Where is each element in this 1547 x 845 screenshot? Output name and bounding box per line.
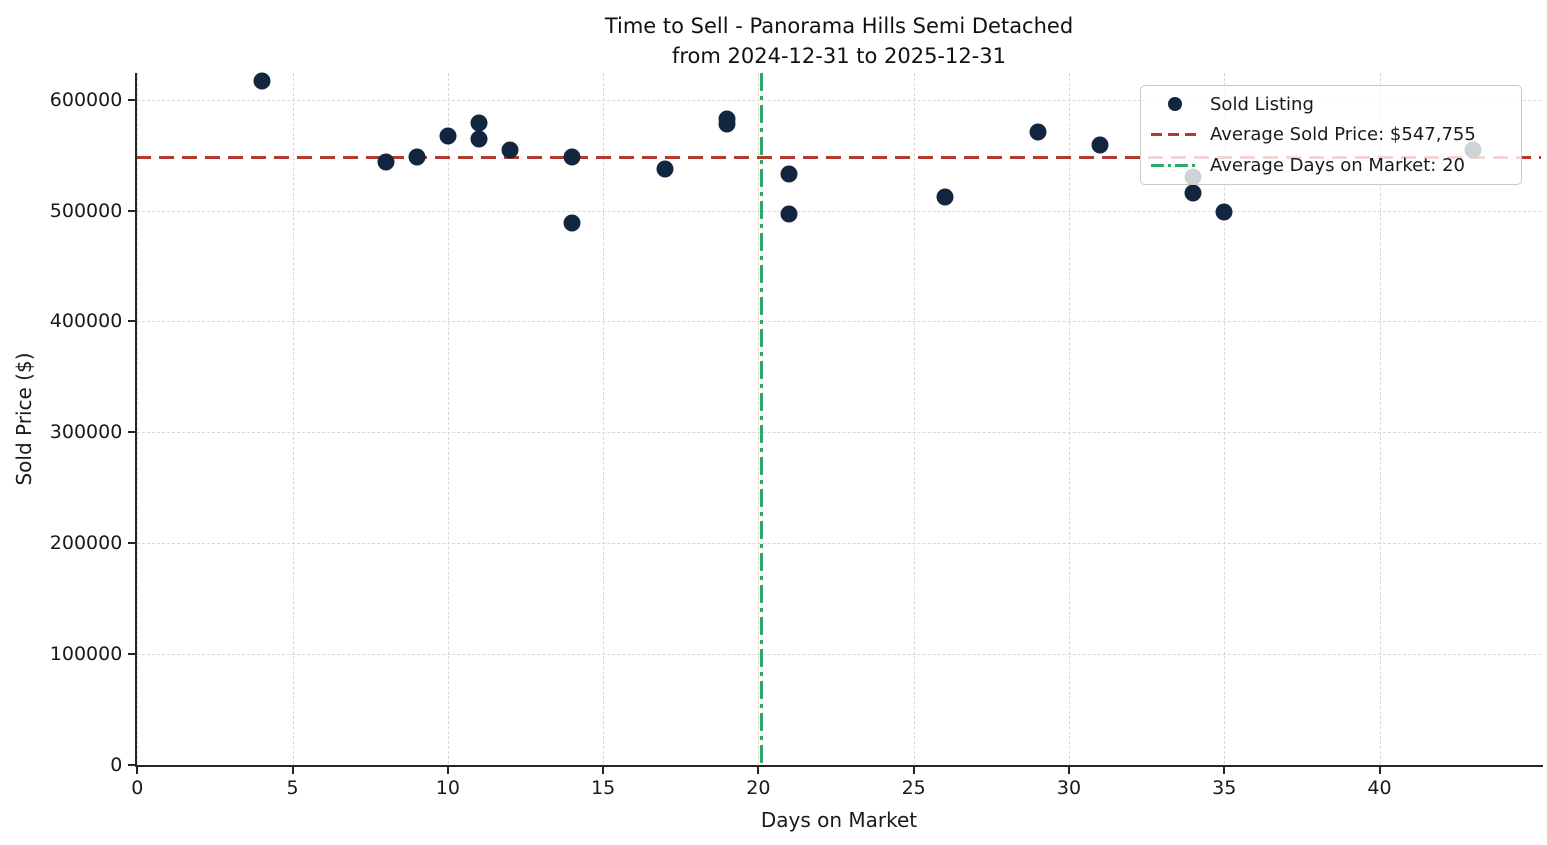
data-point bbox=[470, 130, 488, 148]
data-point bbox=[563, 148, 581, 166]
y-axis-spine bbox=[135, 73, 138, 767]
dashdot-line-icon bbox=[1151, 164, 1199, 168]
sold-listing-marker-icon bbox=[1168, 97, 1182, 112]
y-tick-label: 500000 bbox=[49, 199, 123, 222]
x-axis-spine bbox=[135, 764, 1543, 767]
y-tick-label: 600000 bbox=[49, 88, 123, 111]
x-tick-mark bbox=[446, 766, 449, 774]
data-point bbox=[470, 114, 488, 132]
data-point bbox=[408, 148, 426, 166]
x-axis-label: Days on Market bbox=[760, 808, 918, 832]
y-tick-mark bbox=[128, 652, 136, 655]
y-tick-label: 200000 bbox=[49, 531, 123, 554]
x-tick-mark bbox=[291, 766, 294, 774]
x-tick-label: 30 bbox=[1056, 776, 1082, 799]
data-point bbox=[1184, 184, 1202, 202]
legend-item-average-sold-price: Average Sold Price: $547,755 bbox=[1149, 120, 1513, 150]
data-point bbox=[1091, 136, 1109, 154]
data-point bbox=[780, 165, 798, 183]
legend-label-average-days-on-market: Average Days on Market: 20 bbox=[1210, 155, 1465, 177]
data-point bbox=[1215, 203, 1233, 221]
x-tick-label: 40 bbox=[1367, 776, 1392, 799]
x-tick-label: 5 bbox=[286, 776, 299, 799]
dashed-line-icon bbox=[1151, 133, 1199, 137]
y-tick-mark bbox=[128, 431, 136, 434]
data-point bbox=[563, 214, 581, 232]
x-gridline bbox=[137, 73, 139, 765]
x-tick-mark bbox=[602, 766, 605, 774]
x-gridline bbox=[758, 73, 760, 765]
y-tick-mark bbox=[128, 98, 136, 101]
x-tick-label: 0 bbox=[131, 776, 144, 799]
x-tick-mark bbox=[1223, 766, 1226, 774]
x-gridline bbox=[292, 73, 294, 765]
legend: Sold Listing Average Sold Price: $547,75… bbox=[1140, 85, 1522, 185]
y-gridline bbox=[137, 432, 1541, 434]
x-tick-label: 25 bbox=[901, 776, 926, 799]
x-tick-label: 35 bbox=[1212, 776, 1237, 799]
x-tick-mark bbox=[912, 766, 915, 774]
data-point bbox=[718, 115, 736, 133]
chart-title-line2: from 2024-12-31 to 2025-12-31 bbox=[671, 44, 1007, 68]
y-gridline bbox=[137, 321, 1541, 323]
y-tick-mark bbox=[128, 320, 136, 323]
x-tick-mark bbox=[136, 766, 139, 774]
data-point bbox=[501, 141, 519, 159]
average-sold-price-line bbox=[136, 156, 1541, 160]
x-gridline bbox=[913, 73, 915, 765]
x-tick-label: 15 bbox=[591, 776, 616, 799]
data-point bbox=[936, 188, 954, 206]
y-tick-label: 100000 bbox=[49, 642, 123, 665]
x-gridline bbox=[447, 73, 449, 765]
legend-label-average-sold-price: Average Sold Price: $547,755 bbox=[1210, 124, 1476, 146]
x-tick-label: 10 bbox=[435, 776, 460, 799]
x-gridline bbox=[1068, 73, 1070, 765]
data-point bbox=[1029, 123, 1047, 141]
y-tick-mark bbox=[128, 209, 136, 212]
y-tick-label: 300000 bbox=[49, 421, 123, 444]
y-tick-label: 0 bbox=[110, 753, 123, 776]
x-gridline bbox=[1379, 73, 1381, 765]
y-gridline bbox=[137, 99, 1541, 101]
legend-label-sold-listing: Sold Listing bbox=[1210, 93, 1314, 115]
data-point bbox=[377, 153, 395, 171]
y-tick-mark bbox=[128, 763, 136, 766]
x-gridline bbox=[1224, 73, 1226, 765]
data-point bbox=[780, 205, 798, 223]
data-point bbox=[253, 72, 271, 90]
chart-title-line1: Time to Sell - Panorama Hills Semi Detac… bbox=[604, 14, 1074, 38]
x-gridline bbox=[603, 73, 605, 765]
y-gridline bbox=[137, 542, 1541, 544]
y-gridline bbox=[137, 210, 1541, 212]
chart-title: Time to Sell - Panorama Hills Semi Detac… bbox=[605, 11, 1073, 71]
x-tick-mark bbox=[1067, 766, 1070, 774]
legend-item-sold-listing: Sold Listing bbox=[1149, 89, 1513, 119]
y-gridline bbox=[137, 653, 1541, 655]
x-tick-mark bbox=[757, 766, 760, 774]
y-tick-label: 400000 bbox=[49, 310, 123, 333]
average-days-on-market-line bbox=[760, 73, 763, 765]
data-point bbox=[439, 127, 457, 145]
x-tick-mark bbox=[1378, 766, 1381, 774]
x-tick-label: 20 bbox=[746, 776, 771, 799]
data-point bbox=[656, 160, 674, 178]
y-tick-mark bbox=[128, 541, 136, 544]
legend-item-average-days-on-market: Average Days on Market: 20 bbox=[1149, 151, 1513, 181]
